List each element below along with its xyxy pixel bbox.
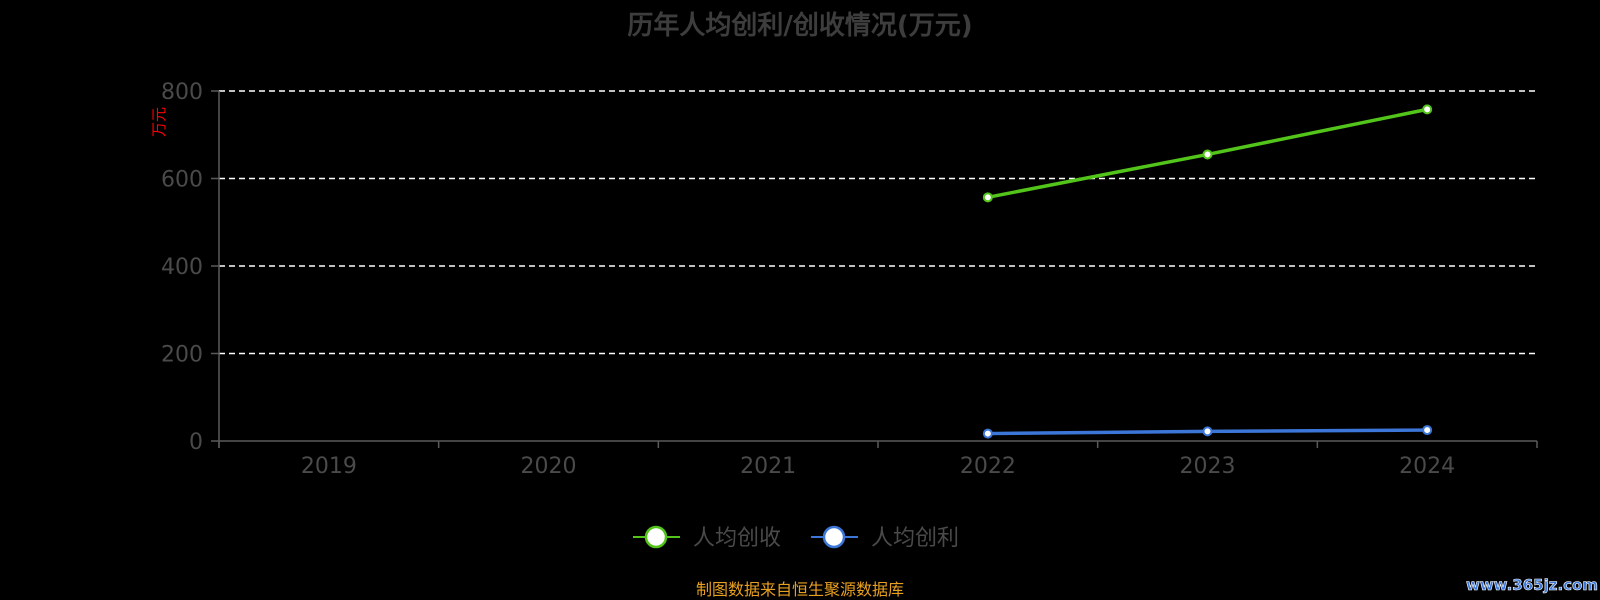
legend-marker-profit xyxy=(822,525,846,549)
watermark: www.365jz.com xyxy=(1466,576,1598,594)
y-tick-label: 800 xyxy=(161,80,203,105)
x-tick-label: 2023 xyxy=(1180,454,1236,479)
y-tick-label: 600 xyxy=(161,168,203,193)
series-point-0 xyxy=(1422,104,1433,115)
legend-item-profit[interactable]: 人均创利 xyxy=(811,525,959,551)
legend-label-profit: 人均创利 xyxy=(871,526,959,551)
legend-marker-revenue xyxy=(644,525,668,549)
y-tick-label: 200 xyxy=(161,343,203,368)
y-axis-label: 万元 xyxy=(150,107,168,137)
chart-title: 历年人均创利/创收情况(万元) xyxy=(627,10,972,41)
series-point-1 xyxy=(1202,426,1213,437)
legend-item-revenue[interactable]: 人均创收 xyxy=(633,525,781,551)
grid-lines xyxy=(219,90,1537,355)
x-tick-label: 2024 xyxy=(1399,454,1455,479)
series-point-1 xyxy=(982,428,993,439)
legend-label-revenue: 人均创收 xyxy=(693,526,781,551)
series-point-0 xyxy=(982,192,993,203)
legend: 人均创收 人均创利 xyxy=(633,525,959,551)
series-point-0 xyxy=(1202,149,1213,160)
axes: 0 200 400 600 800 2019 2020 2021 2022 2023 2024 xyxy=(161,80,1538,479)
x-tick-label: 2020 xyxy=(521,454,577,479)
data-source-note: 制图数据来自恒生聚源数据库 xyxy=(696,580,904,599)
series-point-1 xyxy=(1422,425,1433,436)
x-tick-label: 2022 xyxy=(960,454,1016,479)
y-tick-label: 0 xyxy=(189,430,203,455)
x-tick-label: 2021 xyxy=(740,454,796,479)
series-layer xyxy=(982,104,1433,439)
y-tick-label: 400 xyxy=(161,255,203,280)
x-tick-label: 2019 xyxy=(301,454,357,479)
